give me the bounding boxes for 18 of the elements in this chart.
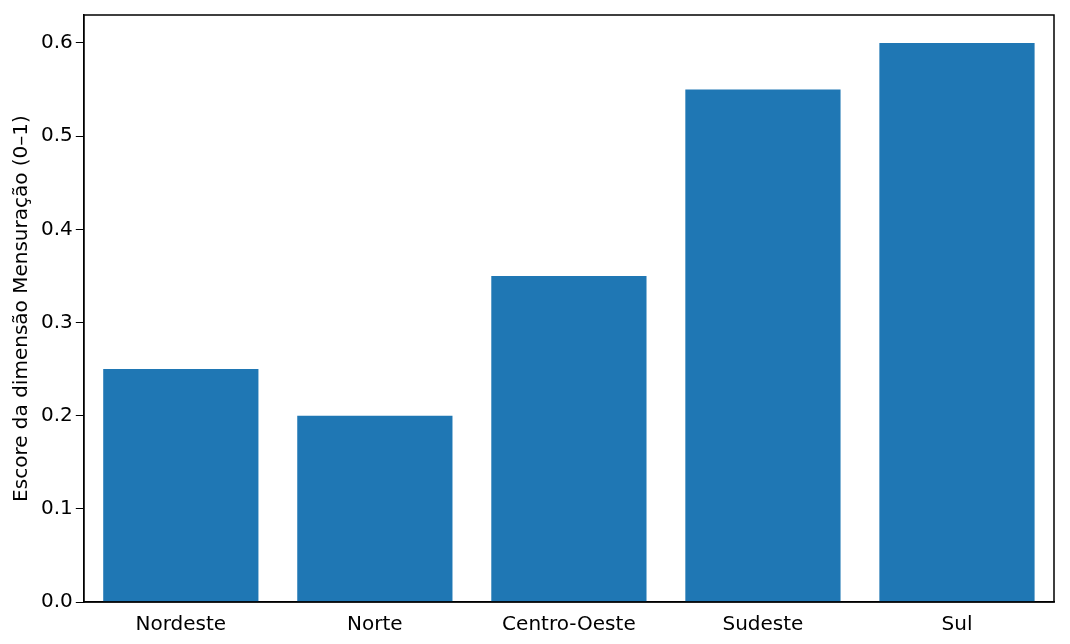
y-tick-label: 0.2 — [40, 401, 73, 426]
y-tick-label: 0.1 — [40, 495, 73, 520]
y-tick-label: 0.6 — [40, 29, 73, 54]
x-tick-label: Sul — [941, 611, 973, 636]
y-tick-label: 0.5 — [40, 122, 73, 147]
bar — [685, 89, 841, 602]
y-tick-label: 0.3 — [40, 308, 73, 333]
x-tick-label: Sudeste — [722, 611, 804, 636]
bar — [491, 275, 647, 602]
y-axis-title: Escore da dimensão Mensuração (0–1) — [8, 115, 33, 502]
y-tick-label: 0.4 — [40, 215, 73, 240]
bar — [103, 369, 259, 602]
x-tick-label: Centro-Oeste — [502, 611, 636, 636]
x-tick-label: Nordeste — [135, 611, 227, 636]
x-tick-label: Norte — [347, 611, 403, 636]
bar — [297, 415, 453, 602]
bar — [879, 42, 1035, 602]
y-tick-label: 0.0 — [40, 588, 73, 613]
